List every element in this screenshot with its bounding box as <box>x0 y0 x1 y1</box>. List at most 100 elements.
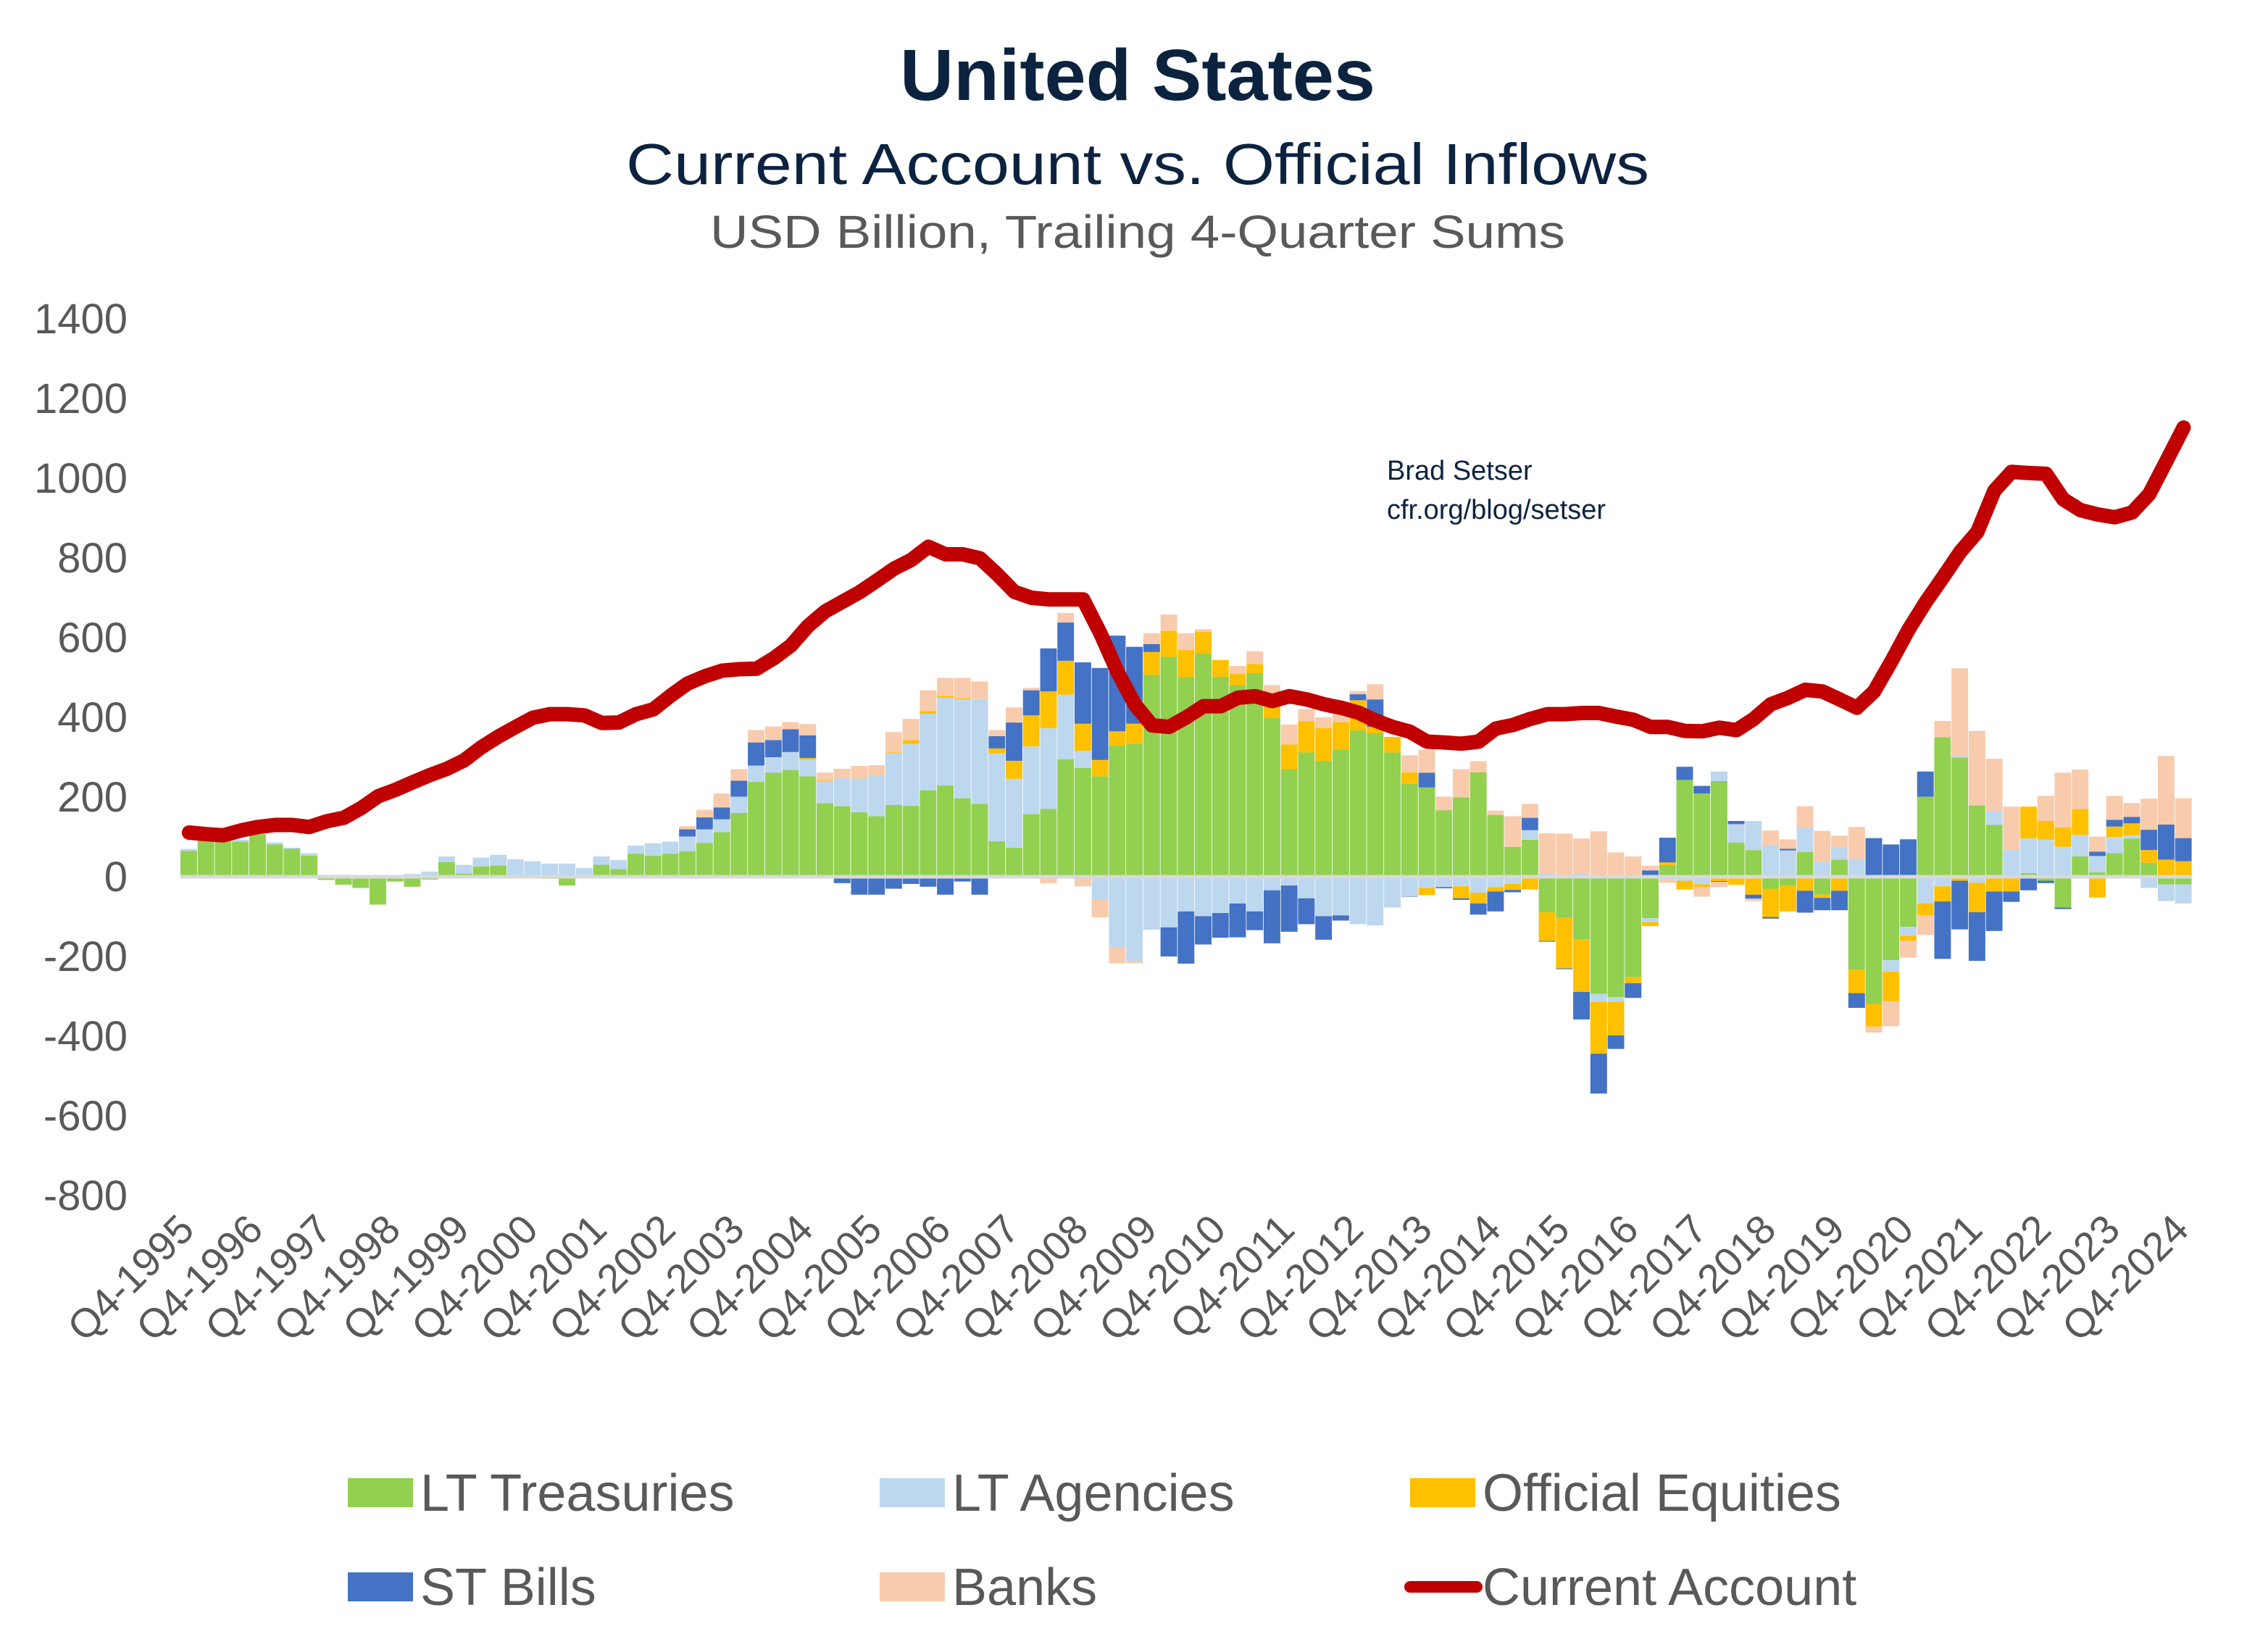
bar-lt-treasuries <box>1453 797 1469 877</box>
bar-lt-treasuries <box>1143 675 1160 877</box>
bar-lt-agencies <box>1057 694 1075 759</box>
bar-banks <box>1022 688 1040 691</box>
bar-lt-agencies <box>2140 877 2158 888</box>
y-tick-label: -200 <box>43 933 128 980</box>
bar-official-equities <box>1022 715 1040 747</box>
bar-lt-treasuries <box>1246 672 1264 877</box>
bar-official-equities <box>1263 706 1280 719</box>
bar-lt-agencies <box>679 836 696 851</box>
bar-lt-treasuries <box>885 805 902 877</box>
bar-st-bills <box>1143 643 1160 652</box>
bar-st-bills <box>748 742 765 766</box>
bar-official-equities <box>1332 722 1349 750</box>
bar-st-bills <box>1229 903 1246 938</box>
bar-lt-treasuries <box>2054 877 2072 908</box>
bar-lt-agencies <box>1676 877 1693 881</box>
bar-official-equities <box>1487 887 1504 892</box>
bar-lt-agencies <box>1332 877 1349 916</box>
bar-lt-agencies <box>1814 862 1831 877</box>
bar-lt-treasuries <box>1280 769 1298 877</box>
bar-banks <box>2106 796 2123 820</box>
bar-st-bills <box>1160 927 1177 956</box>
y-tick-label: -600 <box>43 1093 128 1140</box>
bar-lt-treasuries <box>1917 796 1934 877</box>
bar-official-equities <box>2037 821 2054 840</box>
bar-official-equities <box>1538 912 1556 941</box>
bar-lt-agencies <box>1006 778 1022 848</box>
bar-official-equities <box>1280 744 1298 770</box>
bar-lt-agencies <box>1848 859 1865 877</box>
bar-official-equities <box>1418 888 1435 896</box>
bar-lt-agencies <box>1246 877 1264 912</box>
bar-st-bills <box>1831 891 1848 911</box>
bar-lt-treasuries <box>1022 814 1040 877</box>
bar-official-equities <box>1126 723 1143 744</box>
bar-lt-agencies <box>764 757 782 773</box>
bar-lt-treasuries <box>1900 877 1917 927</box>
bar-official-equities <box>1109 731 1126 746</box>
bar-lt-treasuries <box>335 877 352 885</box>
bar-lt-treasuries <box>2123 838 2140 877</box>
bar-lt-treasuries <box>920 790 937 877</box>
bar-st-bills <box>713 807 730 820</box>
bar-official-equities <box>851 777 868 779</box>
legend-color-swatch <box>1410 1478 1475 1507</box>
bar-lt-agencies <box>455 864 472 874</box>
bar-lt-treasuries <box>2089 872 2106 877</box>
legend-label: Banks <box>952 1559 1097 1617</box>
bar-official-equities <box>2106 826 2123 837</box>
bar-lt-treasuries <box>644 855 662 877</box>
y-tick-label: 1400 <box>34 296 128 343</box>
bar-banks <box>937 677 954 696</box>
bar-lt-agencies <box>180 848 197 851</box>
legend-color-swatch <box>348 1478 413 1507</box>
bar-st-bills <box>1727 821 1745 825</box>
bar-lt-agencies <box>1779 850 1796 877</box>
bar-st-bills <box>988 735 1006 749</box>
bar-banks <box>1298 709 1315 722</box>
bar-official-equities <box>2054 827 2072 847</box>
bar-lt-agencies <box>610 859 628 870</box>
bar-banks <box>902 719 920 741</box>
bar-lt-treasuries <box>1814 877 1831 895</box>
bar-lt-treasuries <box>1263 718 1280 877</box>
bar-lt-agencies <box>2106 837 2123 854</box>
chart-subtitle: Current Account vs. Official Inflows <box>626 132 1649 196</box>
bar-st-bills <box>1883 844 1900 877</box>
bar-official-equities <box>1917 903 1934 916</box>
bar-banks <box>885 732 902 753</box>
bar-lt-treasuries <box>971 804 988 877</box>
bar-st-bills <box>1057 622 1075 661</box>
bar-official-equities <box>1831 877 1848 891</box>
bar-official-equities <box>1469 893 1487 904</box>
bar-banks <box>1865 1026 1883 1033</box>
bar-banks <box>2072 770 2089 809</box>
bar-st-bills <box>937 877 954 895</box>
bar-st-bills <box>1315 916 1333 940</box>
bar-lt-treasuries <box>2037 877 2054 881</box>
chart-units: USD Billion, Trailing 4-Quarter Sums <box>710 206 1565 258</box>
bar-lt-treasuries <box>283 848 301 877</box>
bar-st-bills <box>1418 772 1435 788</box>
bar-lt-treasuries <box>1229 685 1246 877</box>
bar-lt-agencies <box>885 753 902 805</box>
bar-lt-agencies <box>1177 877 1195 912</box>
bar-st-bills <box>1263 890 1280 943</box>
bar-lt-agencies <box>1109 877 1126 948</box>
bar-st-bills <box>1091 667 1109 760</box>
bar-official-equities <box>1298 721 1315 753</box>
bar-official-equities <box>885 752 902 754</box>
bar-official-equities <box>988 748 1006 754</box>
bar-lt-agencies <box>541 863 559 877</box>
bar-banks <box>1848 827 1865 859</box>
bar-official-equities <box>1384 736 1401 753</box>
bar-official-equities <box>1727 877 1745 885</box>
bar-lt-treasuries <box>627 854 644 877</box>
bar-official-equities <box>1883 971 1900 1001</box>
bar-st-bills <box>764 740 782 757</box>
bar-st-bills <box>1745 894 1762 899</box>
bar-st-bills <box>1556 968 1573 970</box>
bar-lt-agencies <box>1934 877 1951 887</box>
bar-banks <box>920 690 937 712</box>
bar-official-equities <box>1453 886 1469 898</box>
